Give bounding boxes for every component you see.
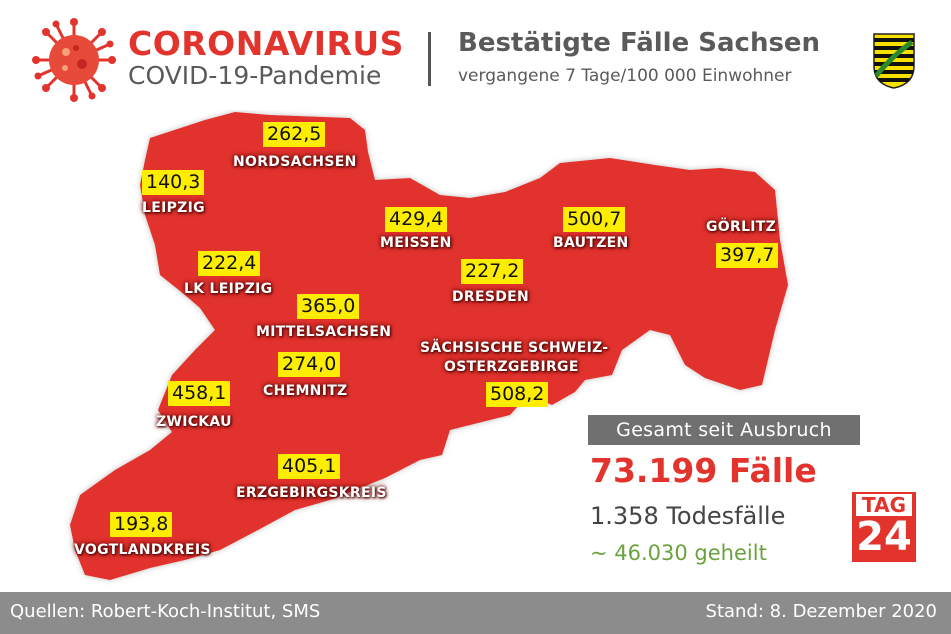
district-value-leipzig: 140,3 (142, 170, 204, 195)
district-label-nordsachsen: NORDSACHSEN (233, 153, 357, 171)
brand-title: CORONAVIRUS (128, 26, 404, 62)
tag24-logo-number: 24 (852, 514, 916, 560)
stats-total-cases: 73.199 Fälle (590, 451, 817, 491)
district-label-zwickau: ZWICKAU (156, 413, 232, 431)
district-value-bautzen: 500,7 (563, 207, 625, 232)
header: CORONAVIRUS COVID-19-Pandemie Bestätigte… (0, 0, 951, 110)
page-subtitle: vergangene 7 Tage/100 000 Einwohner (458, 66, 792, 86)
tag24-logo-top: TAG (856, 494, 912, 516)
district-label-chemnitz: CHEMNITZ (263, 382, 348, 400)
district-value-nordsachsen: 262,5 (263, 122, 325, 147)
page-title: Bestätigte Fälle Sachsen (458, 28, 820, 58)
footer: Quellen: Robert-Koch-Institut, SMS Stand… (0, 592, 951, 634)
district-value-goerlitz: 397,7 (716, 243, 778, 268)
stats-recovered: ~ 46.030 geheilt (590, 539, 767, 567)
district-value-meissen: 429,4 (385, 207, 447, 232)
district-label-mittelsachsen: MITTELSACHSEN (256, 323, 391, 341)
district-label-erzgebirgskreis: ERZGEBIRGSKREIS (236, 484, 387, 502)
district-value-mittelsachsen: 365,0 (297, 294, 359, 319)
header-divider (428, 32, 431, 86)
district-value-zwickau: 458,1 (168, 381, 230, 406)
coronavirus-icon (32, 18, 116, 102)
brand-subtitle: COVID-19-Pandemie (128, 62, 381, 90)
district-label-meissen: MEISSEN (380, 234, 452, 252)
district-value-vogtlandkreis: 193,8 (110, 512, 172, 537)
stats-deaths: 1.358 Todesfälle (590, 501, 785, 531)
stats-heading: Gesamt seit Ausbruch (588, 415, 860, 445)
district-value-erzgebirgskreis: 405,1 (278, 454, 340, 479)
footer-sources: Quellen: Robert-Koch-Institut, SMS (10, 600, 320, 624)
district-label-vogtlandkreis: VOGTLANDKREIS (74, 541, 211, 559)
tag24-logo: TAG 24 (852, 492, 916, 562)
footer-date: Stand: 8. Dezember 2020 (706, 600, 937, 624)
district-label-dresden: DRESDEN (452, 288, 529, 306)
district-label-saechsische-schweiz: SÄCHSISCHE SCHWEIZ- (420, 339, 608, 357)
district-label-bautzen: BAUTZEN (553, 234, 629, 252)
saxony-coat-of-arms-icon (872, 32, 916, 90)
district-label-leipzig: LEIPZIG (142, 199, 205, 217)
district-label-lk-leipzig: LK LEIPZIG (184, 280, 272, 298)
district-value-chemnitz: 274,0 (278, 352, 340, 377)
district-label-goerlitz: GÖRLITZ (706, 218, 776, 236)
district-value-saechsische-schweiz-osterzgebirge: 508,2 (486, 382, 548, 407)
district-value-lk-leipzig: 222,4 (198, 251, 260, 276)
district-value-dresden: 227,2 (461, 259, 523, 284)
district-label-osterzgebirge: OSTERZGEBIRGE (444, 358, 579, 376)
